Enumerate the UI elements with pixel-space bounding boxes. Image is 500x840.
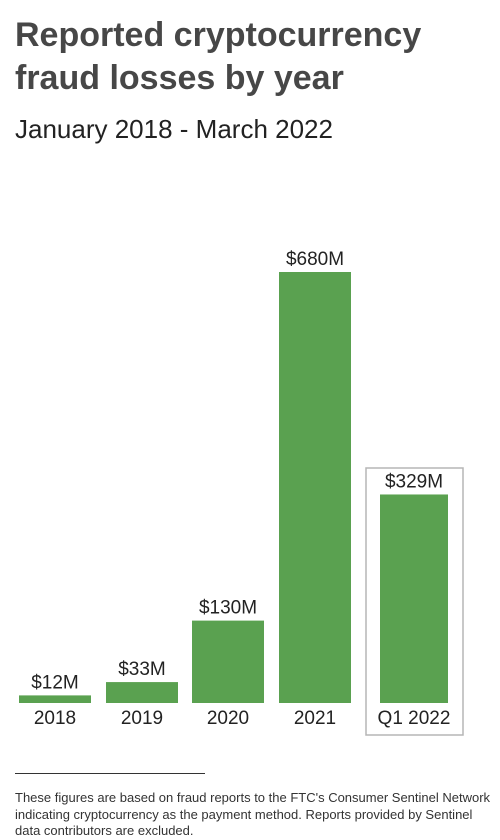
- x-tick-label: Q1 2022: [378, 708, 451, 729]
- chart-subtitle: January 2018 - March 2022: [15, 114, 333, 144]
- bar: [192, 620, 264, 703]
- data-label: $329M: [385, 471, 443, 492]
- data-label: $680M: [286, 249, 344, 270]
- chart: $12M 2018 $33M 2019 $130M 2020 $680M 2021 $329M Q…: [19, 249, 464, 736]
- bar: [19, 695, 91, 703]
- chart-title: Reported cryptocurrency fraud losses by …: [15, 16, 422, 97]
- footnote: These figures are based on fraud reports…: [15, 790, 491, 838]
- x-tick-label: 2020: [207, 708, 249, 729]
- bar: [106, 682, 178, 703]
- bar: [279, 272, 351, 703]
- x-tick-label: 2021: [294, 708, 336, 729]
- x-tick-label: 2018: [34, 708, 76, 729]
- bar: [380, 494, 448, 703]
- x-tick-label: 2019: [121, 708, 163, 729]
- data-label: $33M: [118, 659, 166, 680]
- data-label: $130M: [199, 598, 257, 619]
- highlight-box: [365, 467, 464, 736]
- data-label: $12M: [31, 672, 79, 693]
- footnote-rule: [15, 773, 205, 774]
